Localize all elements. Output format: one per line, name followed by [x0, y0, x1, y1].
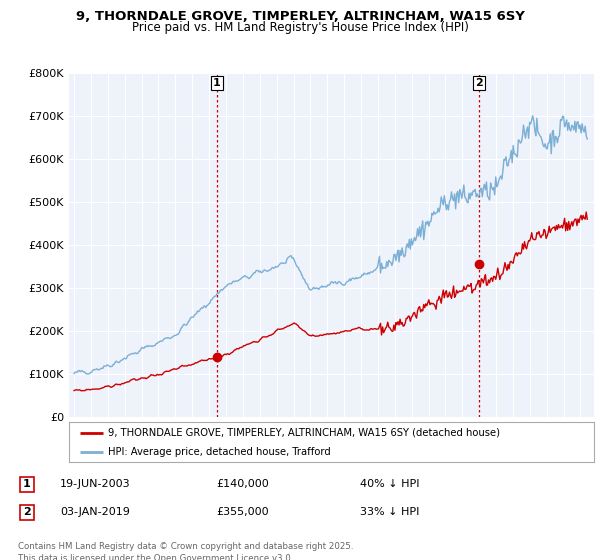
Text: 2: 2	[476, 78, 483, 88]
Text: £140,000: £140,000	[216, 479, 269, 489]
Text: Price paid vs. HM Land Registry's House Price Index (HPI): Price paid vs. HM Land Registry's House …	[131, 21, 469, 34]
Text: 1: 1	[23, 479, 31, 489]
Text: 9, THORNDALE GROVE, TIMPERLEY, ALTRINCHAM, WA15 6SY (detached house): 9, THORNDALE GROVE, TIMPERLEY, ALTRINCHA…	[109, 428, 500, 438]
Text: 40% ↓ HPI: 40% ↓ HPI	[360, 479, 419, 489]
Text: 1: 1	[213, 78, 221, 88]
Text: Contains HM Land Registry data © Crown copyright and database right 2025.
This d: Contains HM Land Registry data © Crown c…	[18, 542, 353, 560]
Text: 9, THORNDALE GROVE, TIMPERLEY, ALTRINCHAM, WA15 6SY: 9, THORNDALE GROVE, TIMPERLEY, ALTRINCHA…	[76, 10, 524, 23]
Text: HPI: Average price, detached house, Trafford: HPI: Average price, detached house, Traf…	[109, 447, 331, 457]
Text: 2: 2	[23, 507, 31, 517]
Text: £355,000: £355,000	[216, 507, 269, 517]
Text: 03-JAN-2019: 03-JAN-2019	[60, 507, 130, 517]
Text: 19-JUN-2003: 19-JUN-2003	[60, 479, 131, 489]
Text: 33% ↓ HPI: 33% ↓ HPI	[360, 507, 419, 517]
